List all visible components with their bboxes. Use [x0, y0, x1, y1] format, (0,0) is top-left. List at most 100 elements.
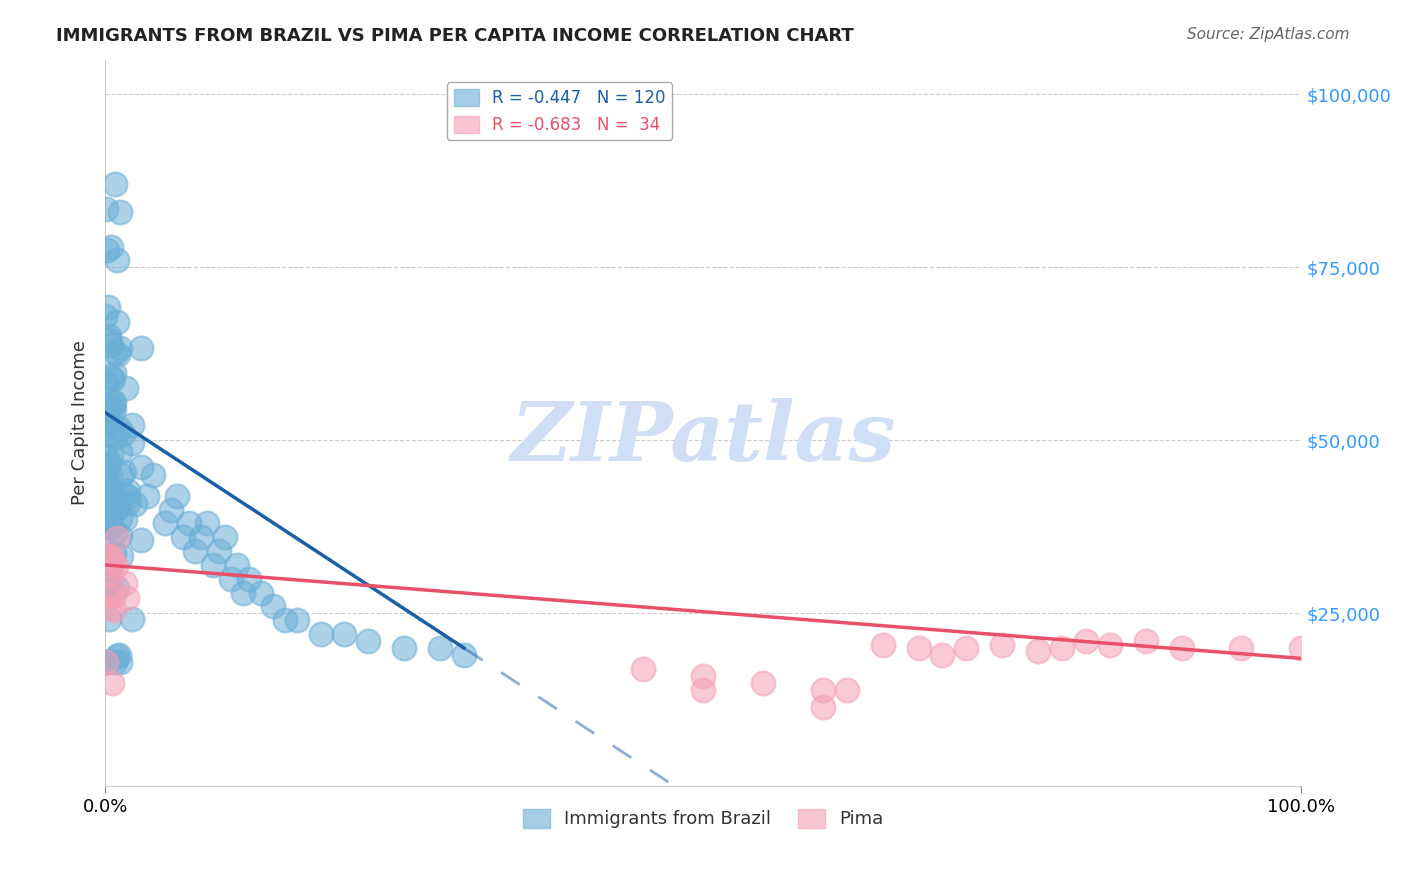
- Pima: [97, 549, 120, 563]
- Immigrants from Brazil: [100, 370, 122, 384]
- Immigrants from Brazil: [94, 450, 117, 464]
- Immigrants from Brazil: [100, 239, 122, 253]
- Immigrants from Brazil: [108, 445, 131, 459]
- Immigrants from Brazil: [98, 510, 121, 524]
- Immigrants from Brazil: [98, 428, 121, 442]
- Immigrants from Brazil: [103, 498, 125, 512]
- Pima: [1026, 644, 1049, 658]
- Pima: [752, 675, 775, 690]
- Text: ZIPatlas: ZIPatlas: [510, 398, 896, 477]
- Immigrants from Brazil: [105, 253, 128, 268]
- Immigrants from Brazil: [208, 544, 231, 558]
- Immigrants from Brazil: [100, 448, 122, 462]
- Immigrants from Brazil: [94, 499, 117, 513]
- Immigrants from Brazil: [104, 178, 127, 192]
- Immigrants from Brazil: [117, 484, 139, 499]
- Immigrants from Brazil: [100, 519, 122, 533]
- Immigrants from Brazil: [285, 613, 308, 627]
- Pima: [955, 640, 977, 655]
- Immigrants from Brazil: [94, 411, 117, 425]
- Immigrants from Brazil: [101, 402, 124, 417]
- Immigrants from Brazil: [97, 329, 120, 343]
- Immigrants from Brazil: [94, 515, 117, 529]
- Immigrants from Brazil: [357, 634, 380, 648]
- Pima: [692, 682, 714, 697]
- Immigrants from Brazil: [115, 381, 138, 395]
- Immigrants from Brazil: [100, 416, 122, 430]
- Y-axis label: Per Capita Income: Per Capita Income: [72, 341, 89, 506]
- Immigrants from Brazil: [112, 465, 135, 479]
- Immigrants from Brazil: [94, 310, 117, 324]
- Immigrants from Brazil: [97, 418, 120, 433]
- Immigrants from Brazil: [98, 612, 121, 626]
- Immigrants from Brazil: [142, 467, 165, 482]
- Immigrants from Brazil: [98, 482, 121, 496]
- Immigrants from Brazil: [94, 519, 117, 533]
- Immigrants from Brazil: [453, 648, 475, 662]
- Pima: [105, 531, 128, 545]
- Immigrants from Brazil: [100, 489, 122, 503]
- Pima: [1074, 634, 1097, 648]
- Immigrants from Brazil: [201, 558, 224, 572]
- Pima: [94, 655, 117, 669]
- Immigrants from Brazil: [103, 366, 125, 380]
- Immigrants from Brazil: [105, 648, 128, 663]
- Immigrants from Brazil: [114, 512, 136, 526]
- Pima: [1170, 640, 1192, 655]
- Immigrants from Brazil: [97, 400, 120, 414]
- Pima: [115, 591, 138, 605]
- Immigrants from Brazil: [166, 489, 188, 503]
- Pima: [1050, 640, 1073, 655]
- Immigrants from Brazil: [107, 347, 129, 361]
- Immigrants from Brazil: [153, 516, 176, 531]
- Pima: [103, 603, 125, 617]
- Immigrants from Brazil: [190, 530, 212, 544]
- Pima: [114, 575, 136, 590]
- Immigrants from Brazil: [97, 300, 120, 314]
- Immigrants from Brazil: [108, 421, 131, 435]
- Pima: [633, 662, 655, 676]
- Immigrants from Brazil: [117, 496, 139, 510]
- Immigrants from Brazil: [94, 560, 117, 574]
- Immigrants from Brazil: [114, 487, 136, 501]
- Immigrants from Brazil: [94, 475, 117, 489]
- Immigrants from Brazil: [262, 599, 284, 614]
- Pima: [104, 558, 127, 573]
- Immigrants from Brazil: [108, 341, 131, 355]
- Immigrants from Brazil: [97, 456, 120, 470]
- Immigrants from Brazil: [104, 524, 127, 539]
- Immigrants from Brazil: [110, 655, 132, 669]
- Immigrants from Brazil: [98, 467, 121, 482]
- Immigrants from Brazil: [98, 504, 121, 518]
- Immigrants from Brazil: [394, 640, 416, 655]
- Immigrants from Brazil: [273, 613, 295, 627]
- Immigrants from Brazil: [309, 627, 332, 641]
- Immigrants from Brazil: [96, 575, 118, 590]
- Immigrants from Brazil: [96, 483, 118, 497]
- Immigrants from Brazil: [104, 430, 127, 444]
- Immigrants from Brazil: [249, 585, 271, 599]
- Immigrants from Brazil: [129, 533, 152, 547]
- Immigrants from Brazil: [100, 510, 122, 524]
- Immigrants from Brazil: [232, 585, 254, 599]
- Pima: [94, 566, 117, 580]
- Immigrants from Brazil: [104, 346, 127, 360]
- Immigrants from Brazil: [110, 468, 132, 483]
- Immigrants from Brazil: [94, 376, 117, 390]
- Immigrants from Brazil: [129, 460, 152, 475]
- Immigrants from Brazil: [96, 476, 118, 491]
- Immigrants from Brazil: [136, 489, 159, 503]
- Immigrants from Brazil: [160, 502, 183, 516]
- Immigrants from Brazil: [121, 417, 143, 432]
- Pima: [931, 648, 953, 662]
- Immigrants from Brazil: [96, 391, 118, 405]
- Text: IMMIGRANTS FROM BRAZIL VS PIMA PER CAPITA INCOME CORRELATION CHART: IMMIGRANTS FROM BRAZIL VS PIMA PER CAPIT…: [56, 27, 853, 45]
- Pima: [1230, 640, 1253, 655]
- Pima: [101, 675, 124, 690]
- Immigrants from Brazil: [110, 529, 132, 543]
- Pima: [97, 601, 120, 615]
- Pima: [692, 669, 714, 683]
- Pima: [96, 588, 118, 602]
- Immigrants from Brazil: [96, 243, 118, 257]
- Immigrants from Brazil: [98, 575, 121, 590]
